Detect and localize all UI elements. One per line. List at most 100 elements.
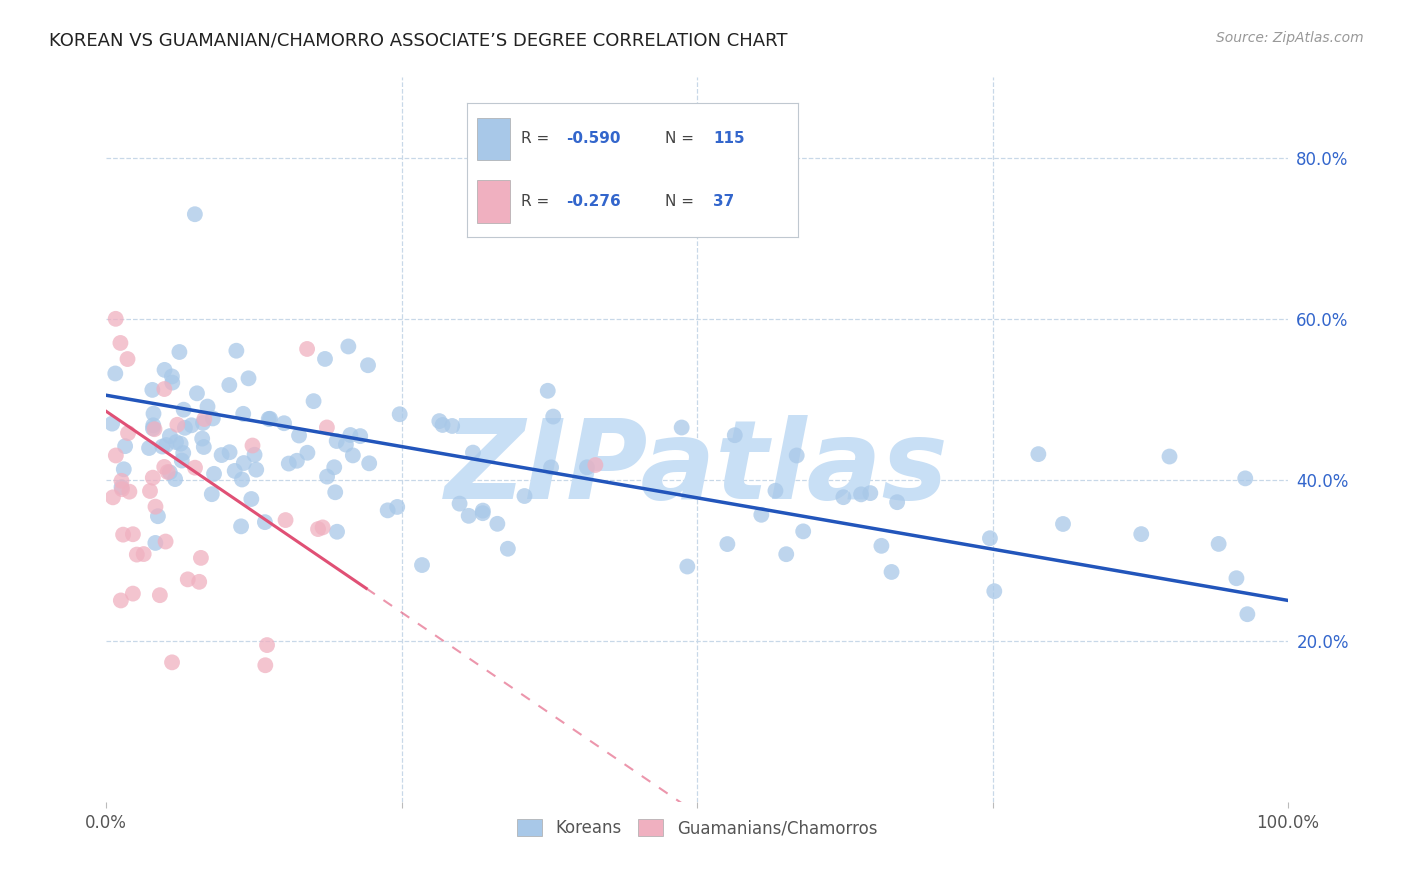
- Koreans: [277, 457, 299, 471]
- Koreans: [165, 472, 187, 486]
- Koreans: [449, 497, 471, 511]
- Guamanians/Chamorros: [122, 527, 145, 541]
- Koreans: [716, 537, 738, 551]
- Koreans: [253, 515, 276, 529]
- Guamanians/Chamorros: [122, 586, 145, 600]
- Koreans: [169, 436, 191, 450]
- Koreans: [388, 407, 411, 421]
- Koreans: [832, 490, 855, 504]
- Guamanians/Chamorros: [156, 465, 179, 479]
- Koreans: [232, 456, 254, 470]
- Koreans: [238, 371, 260, 385]
- Koreans: [159, 465, 181, 479]
- Koreans: [496, 541, 519, 556]
- Koreans: [197, 400, 219, 414]
- Guamanians/Chamorros: [256, 638, 278, 652]
- Koreans: [193, 440, 215, 454]
- Koreans: [540, 460, 562, 475]
- Koreans: [112, 462, 135, 476]
- Koreans: [229, 519, 252, 533]
- Koreans: [1028, 447, 1050, 461]
- Guamanians/Chamorros: [110, 474, 132, 488]
- Guamanians/Chamorros: [295, 342, 318, 356]
- Koreans: [411, 558, 433, 572]
- Koreans: [749, 508, 772, 522]
- Koreans: [245, 463, 267, 477]
- Koreans: [983, 584, 1005, 599]
- Koreans: [160, 369, 183, 384]
- Koreans: [335, 437, 357, 451]
- Koreans: [273, 416, 295, 430]
- Koreans: [143, 536, 166, 550]
- Koreans: [377, 503, 399, 517]
- Koreans: [765, 483, 787, 498]
- Koreans: [211, 448, 233, 462]
- Guamanians/Chamorros: [190, 550, 212, 565]
- Guamanians/Chamorros: [143, 422, 166, 436]
- Guamanians/Chamorros: [132, 547, 155, 561]
- Guamanians/Chamorros: [153, 459, 176, 474]
- Koreans: [461, 445, 484, 459]
- Koreans: [150, 440, 173, 454]
- Koreans: [141, 383, 163, 397]
- Koreans: [387, 500, 409, 514]
- Koreans: [218, 445, 240, 459]
- Koreans: [357, 358, 380, 372]
- Koreans: [162, 376, 184, 390]
- Koreans: [110, 480, 132, 494]
- Koreans: [257, 412, 280, 426]
- Koreans: [159, 429, 181, 443]
- Koreans: [170, 453, 193, 467]
- Koreans: [537, 384, 560, 398]
- Koreans: [285, 454, 308, 468]
- Koreans: [243, 448, 266, 462]
- Koreans: [1208, 537, 1230, 551]
- Koreans: [259, 411, 281, 425]
- Koreans: [676, 559, 699, 574]
- Guamanians/Chamorros: [177, 573, 200, 587]
- Koreans: [724, 428, 747, 442]
- Koreans: [775, 547, 797, 561]
- Koreans: [541, 409, 564, 424]
- Guamanians/Chamorros: [112, 527, 135, 541]
- Koreans: [169, 345, 191, 359]
- Koreans: [174, 421, 197, 435]
- Koreans: [224, 464, 246, 478]
- Koreans: [471, 503, 494, 517]
- Guamanians/Chamorros: [101, 491, 124, 505]
- Guamanians/Chamorros: [110, 335, 132, 350]
- Koreans: [979, 531, 1001, 545]
- Text: Source: ZipAtlas.com: Source: ZipAtlas.com: [1216, 31, 1364, 45]
- Koreans: [870, 539, 893, 553]
- Koreans: [325, 434, 347, 448]
- Koreans: [138, 441, 160, 455]
- Koreans: [186, 386, 208, 401]
- Koreans: [218, 378, 240, 392]
- Guamanians/Chamorros: [117, 352, 139, 367]
- Guamanians/Chamorros: [145, 500, 167, 514]
- Koreans: [142, 418, 165, 433]
- Koreans: [288, 428, 311, 442]
- Guamanians/Chamorros: [184, 460, 207, 475]
- Koreans: [173, 402, 195, 417]
- Guamanians/Chamorros: [110, 593, 132, 607]
- Koreans: [240, 491, 263, 506]
- Guamanians/Chamorros: [139, 483, 162, 498]
- Koreans: [349, 429, 371, 443]
- Koreans: [471, 506, 494, 520]
- Guamanians/Chamorros: [188, 574, 211, 589]
- Koreans: [339, 428, 361, 442]
- Koreans: [302, 394, 325, 409]
- Koreans: [575, 460, 598, 475]
- Guamanians/Chamorros: [125, 548, 148, 562]
- Guamanians/Chamorros: [104, 311, 127, 326]
- Koreans: [231, 473, 253, 487]
- Koreans: [880, 565, 903, 579]
- Koreans: [441, 419, 464, 434]
- Koreans: [1130, 527, 1153, 541]
- Koreans: [165, 435, 187, 450]
- Koreans: [184, 207, 207, 221]
- Koreans: [513, 489, 536, 503]
- Koreans: [337, 339, 360, 353]
- Guamanians/Chamorros: [153, 382, 176, 396]
